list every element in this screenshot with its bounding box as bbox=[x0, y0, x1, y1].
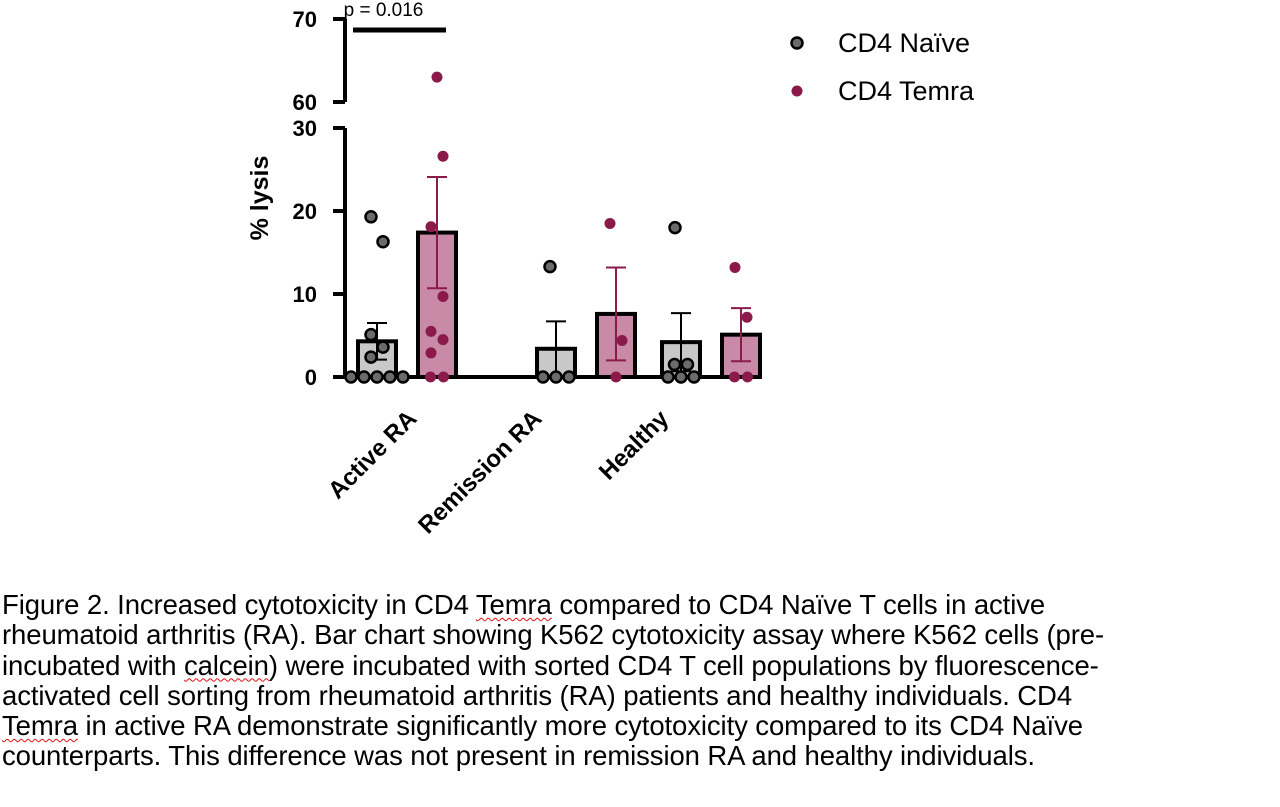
legend-label: CD4 Temra bbox=[838, 76, 975, 106]
y-tick-label: 10 bbox=[293, 282, 317, 307]
data-point-temra bbox=[729, 261, 741, 273]
data-point-temra bbox=[425, 221, 437, 233]
caption-text: incubated with bbox=[2, 649, 184, 681]
p-value-label: p = 0.016 bbox=[344, 0, 424, 21]
data-point-naive bbox=[364, 350, 378, 364]
data-point-naive bbox=[661, 370, 675, 384]
data-point-naive bbox=[536, 370, 550, 384]
y-tick-label: 70 bbox=[293, 7, 317, 32]
data-point-naive bbox=[364, 327, 378, 342]
data-point-temra bbox=[742, 371, 753, 383]
data-point-naive bbox=[344, 370, 358, 384]
legend-marker-naive bbox=[790, 36, 804, 50]
caption-line-4: activated cell sorting from rheumatoid a… bbox=[2, 679, 1073, 711]
data-point-naive bbox=[396, 370, 410, 384]
data-point-temra bbox=[425, 371, 436, 383]
data-point-naive bbox=[687, 370, 701, 384]
caption-text: ) were incubated with sorted CD4 T cell … bbox=[268, 649, 1099, 681]
x-category-label: Healthy bbox=[594, 405, 675, 486]
data-point-temra bbox=[437, 150, 449, 162]
data-point-naive bbox=[370, 370, 384, 384]
bars-group bbox=[356, 230, 762, 380]
significance-annotation: p = 0.016 bbox=[344, 0, 446, 33]
data-point-naive bbox=[543, 259, 557, 274]
data-point-naive bbox=[383, 370, 397, 384]
data-point-temra bbox=[729, 371, 740, 383]
data-point-naive bbox=[674, 370, 688, 384]
caption-line-6: counterparts. This difference was not pr… bbox=[2, 740, 1035, 772]
legend-marker-temra bbox=[791, 85, 803, 97]
data-point-temra bbox=[438, 371, 449, 383]
data-point-naive bbox=[549, 370, 563, 384]
caption-line-5: Temra in active RA demonstrate significa… bbox=[2, 711, 1278, 741]
data-point-naive bbox=[376, 340, 390, 354]
legend: CD4 Naïve CD4 Temra bbox=[790, 28, 975, 106]
data-point-temra bbox=[616, 334, 628, 346]
x-category-label: Remission RA bbox=[413, 405, 547, 539]
data-point-temra bbox=[741, 311, 753, 323]
data-point-naive bbox=[667, 357, 682, 372]
caption-line-3: incubated with calcein) were incubated w… bbox=[2, 649, 1278, 681]
data-point-temra bbox=[425, 325, 437, 337]
data-point-temra bbox=[610, 371, 622, 383]
data-point-temra bbox=[604, 217, 616, 229]
data-point-temra bbox=[437, 334, 449, 346]
caption-text: Figure 2. Increased cytotoxicity in CD4 bbox=[2, 589, 476, 620]
data-point-naive bbox=[357, 370, 371, 384]
data-point-naive bbox=[680, 357, 695, 372]
data-point-naive bbox=[364, 210, 378, 224]
y-tick-label: 20 bbox=[293, 199, 317, 224]
caption-text: compared to CD4 Naïve T cells in active bbox=[551, 589, 1046, 620]
x-category-label: Active RA bbox=[323, 405, 422, 504]
caption-text: in active RA demonstrate significantly m… bbox=[77, 710, 1083, 742]
caption-text: calcein bbox=[183, 649, 269, 681]
caption-line-2: rheumatoid arthritis (RA). Bar chart sho… bbox=[2, 619, 1105, 651]
data-point-naive bbox=[562, 370, 576, 384]
data-point-temra bbox=[431, 71, 443, 83]
y-tick-label: 30 bbox=[293, 116, 317, 141]
data-point-naive bbox=[668, 220, 682, 235]
data-point-temra bbox=[437, 290, 449, 302]
y-axis-title: % lysis bbox=[246, 156, 274, 241]
caption-text: Temra bbox=[475, 589, 552, 620]
y-tick-label: 0 bbox=[305, 365, 317, 390]
y-tick-label: 60 bbox=[293, 90, 317, 115]
caption-text: Temra bbox=[2, 710, 78, 742]
data-point-temra bbox=[425, 347, 437, 359]
data-point-naive bbox=[376, 234, 390, 249]
caption-line-1: Figure 2. Increased cytotoxicity in CD4 … bbox=[2, 589, 1278, 620]
data-points-group bbox=[344, 71, 753, 384]
figure-caption: Figure 2. Increased cytotoxicity in CD4 … bbox=[2, 589, 1278, 772]
legend-label: CD4 Naïve bbox=[838, 28, 970, 58]
